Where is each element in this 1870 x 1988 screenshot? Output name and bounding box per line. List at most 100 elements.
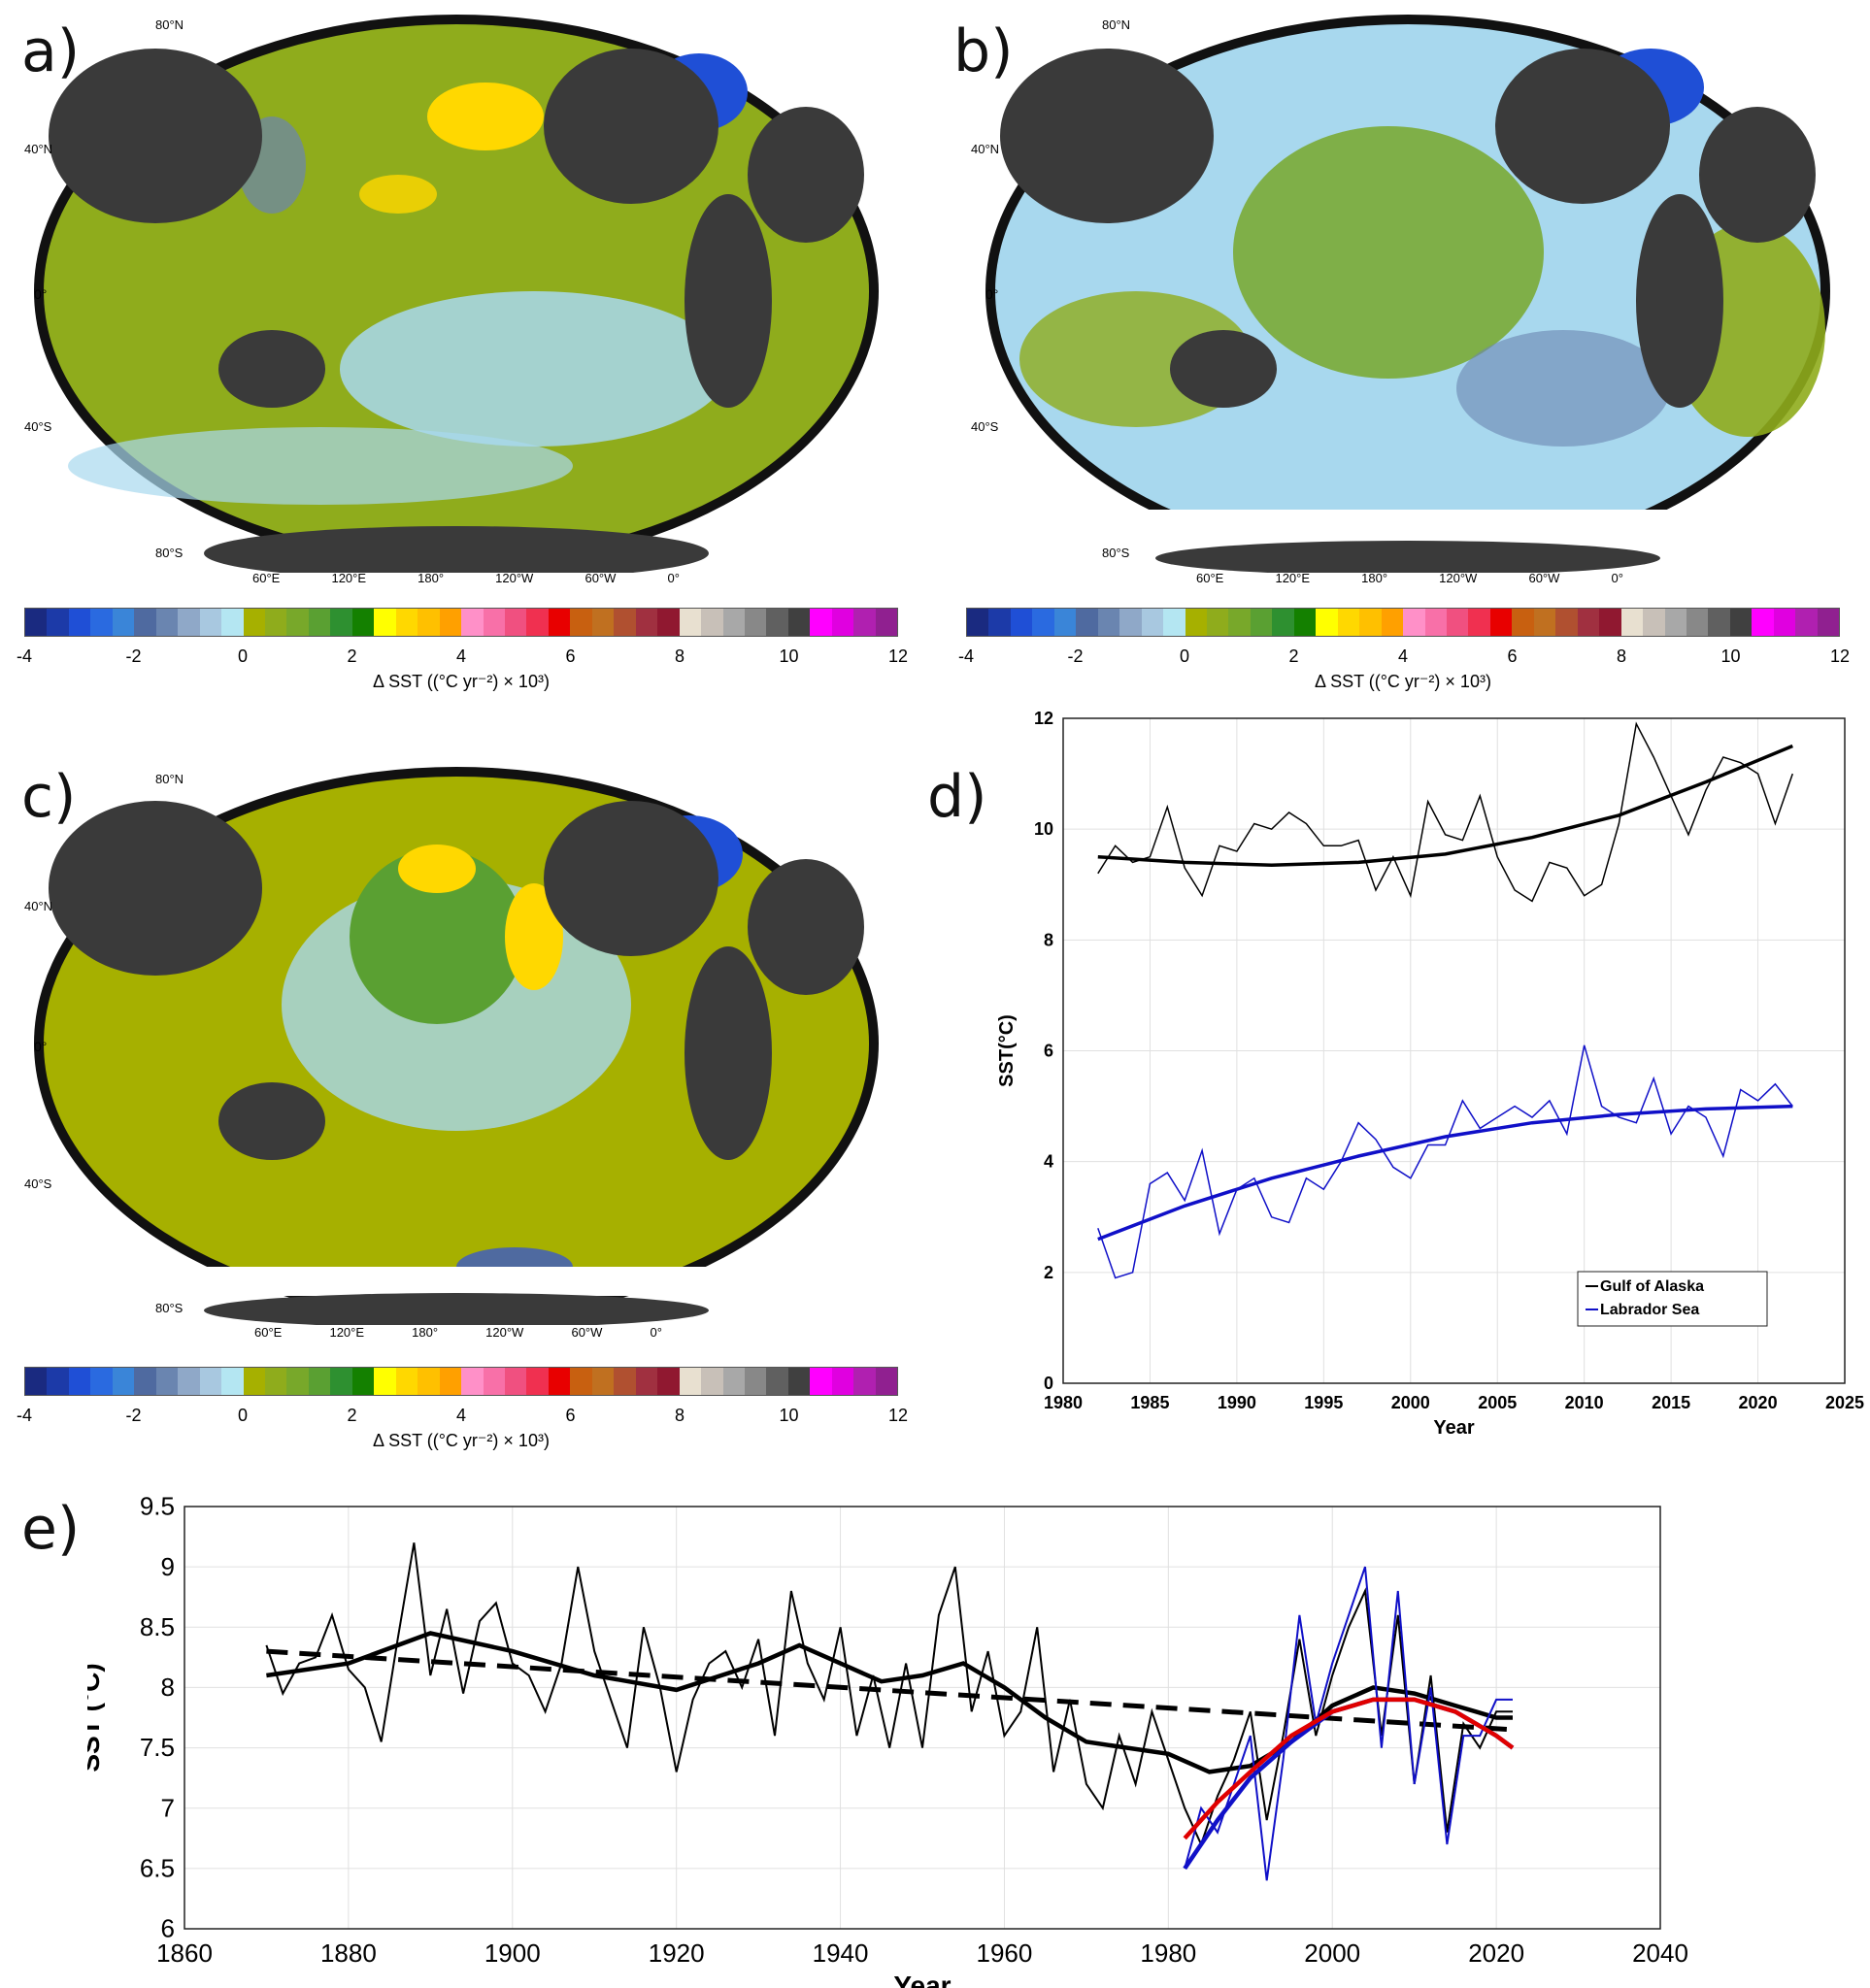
y-axis-label: SST (°C) bbox=[87, 1663, 105, 1772]
colorbar-tick-label: 6 bbox=[565, 646, 576, 666]
lon-label: 60°E bbox=[1196, 571, 1224, 585]
panel-letter-e: e) bbox=[21, 1495, 81, 1563]
colorbar-swatch bbox=[461, 609, 484, 636]
legend-box bbox=[1577, 1271, 1768, 1327]
colorbar-swatch bbox=[570, 1368, 592, 1395]
smoothed-line bbox=[1183, 1697, 1515, 1840]
colorbar-swatch bbox=[787, 609, 811, 636]
lon-label: 60°W bbox=[584, 571, 617, 585]
colorbar-swatch bbox=[701, 609, 723, 636]
colorbar-swatch bbox=[1119, 609, 1142, 636]
colorbar-swatch bbox=[1163, 609, 1185, 636]
colorbar-swatch bbox=[1316, 609, 1338, 636]
colorbar-swatch bbox=[1076, 609, 1098, 636]
colorbar-swatch bbox=[1293, 609, 1317, 636]
x-tick-label: 1920 bbox=[649, 1938, 705, 1968]
colorbar-swatch bbox=[1708, 609, 1730, 636]
lat-label: 40°S bbox=[971, 419, 999, 434]
x-tick-label: 1960 bbox=[977, 1938, 1033, 1968]
lat-label: 80°S bbox=[155, 1301, 184, 1315]
colorbar-swatch bbox=[831, 1368, 854, 1395]
y-tick-label: 8.5 bbox=[140, 1612, 175, 1641]
colorbar-tick-label: -4 bbox=[16, 646, 33, 666]
map-c-lon-labels: 60°E 120°E 180° 120°W 60°W 0° bbox=[254, 1325, 662, 1340]
lon-label: 180° bbox=[417, 571, 445, 585]
colorbar-swatch bbox=[635, 1368, 658, 1395]
colorbar-swatch bbox=[988, 609, 1011, 636]
legend: Gulf of Alaska Labrador Sea bbox=[1577, 1271, 1768, 1327]
colorbar-swatch bbox=[1489, 609, 1513, 636]
colorbar-label: Δ SST ((°C yr⁻²) × 10³) bbox=[373, 1431, 550, 1450]
colorbar-swatch bbox=[483, 609, 505, 636]
colorbar-swatch bbox=[766, 1368, 788, 1395]
legend-label: Labrador Sea bbox=[1600, 1302, 1699, 1318]
colorbar-swatch bbox=[374, 609, 396, 636]
chart-d: 1980 1985 1990 1995 2000 2005 2010 2015 2020 2025… bbox=[981, 709, 1870, 1446]
x-tick-label: 2015 bbox=[1652, 1393, 1690, 1412]
colorbar-swatch bbox=[417, 609, 440, 636]
lon-label: 120°E bbox=[1275, 571, 1311, 585]
series-line bbox=[1097, 1044, 1793, 1279]
colorbar-swatch bbox=[722, 609, 745, 636]
legend-label: Gulf of Alaska bbox=[1600, 1278, 1704, 1295]
colorbar-label: Δ SST ((°C yr⁻²) × 10³) bbox=[373, 672, 550, 691]
colorbar-b: Δ SST ((°C yr⁻²) × 10³) -4 -2 0 2 4 6 8 10 12 bbox=[958, 608, 1850, 705]
map-b-lon-labels: 60°E 120°E 180° 120°W 60°W 0° bbox=[1196, 571, 1623, 585]
x-tick-label: 2000 bbox=[1304, 1938, 1360, 1968]
colorbar-swatch bbox=[548, 1368, 571, 1395]
colorbar-swatch bbox=[1403, 609, 1425, 636]
lon-label: 120°E bbox=[329, 1325, 365, 1340]
colorbar-tick-label: 8 bbox=[1616, 646, 1627, 666]
x-axis-label: Year bbox=[1433, 1417, 1474, 1439]
colorbar-swatch bbox=[1032, 609, 1054, 636]
y-tick-label: 2 bbox=[1044, 1263, 1053, 1282]
colorbar-c: Δ SST ((°C yr⁻²) × 10³) -4 -2 0 2 4 6 8 10 12 bbox=[17, 1367, 908, 1464]
colorbar-swatch bbox=[526, 1368, 549, 1395]
colorbar-swatch bbox=[679, 609, 702, 636]
series-line bbox=[1097, 721, 1794, 903]
colorbar-swatch bbox=[967, 609, 989, 636]
colorbar-swatch bbox=[351, 609, 375, 636]
colorbar-swatch bbox=[308, 1368, 331, 1395]
colorbar-tick-label: -2 bbox=[125, 1406, 142, 1425]
linear-trend-line bbox=[266, 1648, 1514, 1733]
colorbar-swatch bbox=[810, 1368, 832, 1395]
colorbar-swatch bbox=[657, 1368, 680, 1395]
colorbar-swatch bbox=[47, 1368, 69, 1395]
lat-label: 80°S bbox=[1102, 546, 1130, 560]
colorbar-tick-label: -2 bbox=[125, 646, 142, 666]
colorbar-swatch bbox=[25, 609, 48, 636]
colorbar-swatch bbox=[351, 1368, 375, 1395]
lon-label: 0° bbox=[650, 1325, 662, 1340]
colorbar-swatch bbox=[1250, 609, 1273, 636]
y-tick-label: 7 bbox=[161, 1793, 175, 1822]
lat-label: 40°N bbox=[24, 142, 53, 156]
colorbar-swatch bbox=[1599, 609, 1621, 636]
plot-frame bbox=[1062, 717, 1846, 1384]
colorbar-tick-label: 4 bbox=[1397, 646, 1409, 666]
colorbar-tick-label: 8 bbox=[674, 1406, 685, 1425]
colorbar-swatch bbox=[264, 1368, 287, 1395]
svg-text:0°: 0° bbox=[34, 286, 47, 302]
map-c: 0° bbox=[29, 762, 884, 1325]
colorbar-swatch bbox=[286, 1368, 309, 1395]
colorbar-swatch bbox=[374, 1368, 396, 1395]
colorbar-swatch bbox=[178, 1368, 200, 1395]
colorbar-swatch bbox=[722, 1368, 745, 1395]
svg-text:0°: 0° bbox=[34, 1039, 47, 1054]
colorbar-swatch bbox=[504, 609, 527, 636]
x-tick-label: 2020 bbox=[1468, 1938, 1524, 1968]
y-tick-label: 9.5 bbox=[140, 1492, 175, 1521]
colorbar-swatch bbox=[614, 609, 636, 636]
x-tick-label: 2000 bbox=[1391, 1393, 1430, 1412]
colorbar-tick-label: 12 bbox=[887, 1406, 909, 1425]
lon-label: 180° bbox=[1361, 571, 1388, 585]
colorbar-tick-label: 2 bbox=[1288, 646, 1299, 666]
colorbar-swatch bbox=[766, 609, 788, 636]
colorbar-swatch bbox=[810, 609, 832, 636]
colorbar-swatch bbox=[221, 609, 244, 636]
colorbar-swatch bbox=[1446, 609, 1469, 636]
colorbar-swatch bbox=[90, 1368, 113, 1395]
colorbar-swatch bbox=[1620, 609, 1644, 636]
colorbar-swatch bbox=[1206, 609, 1229, 636]
